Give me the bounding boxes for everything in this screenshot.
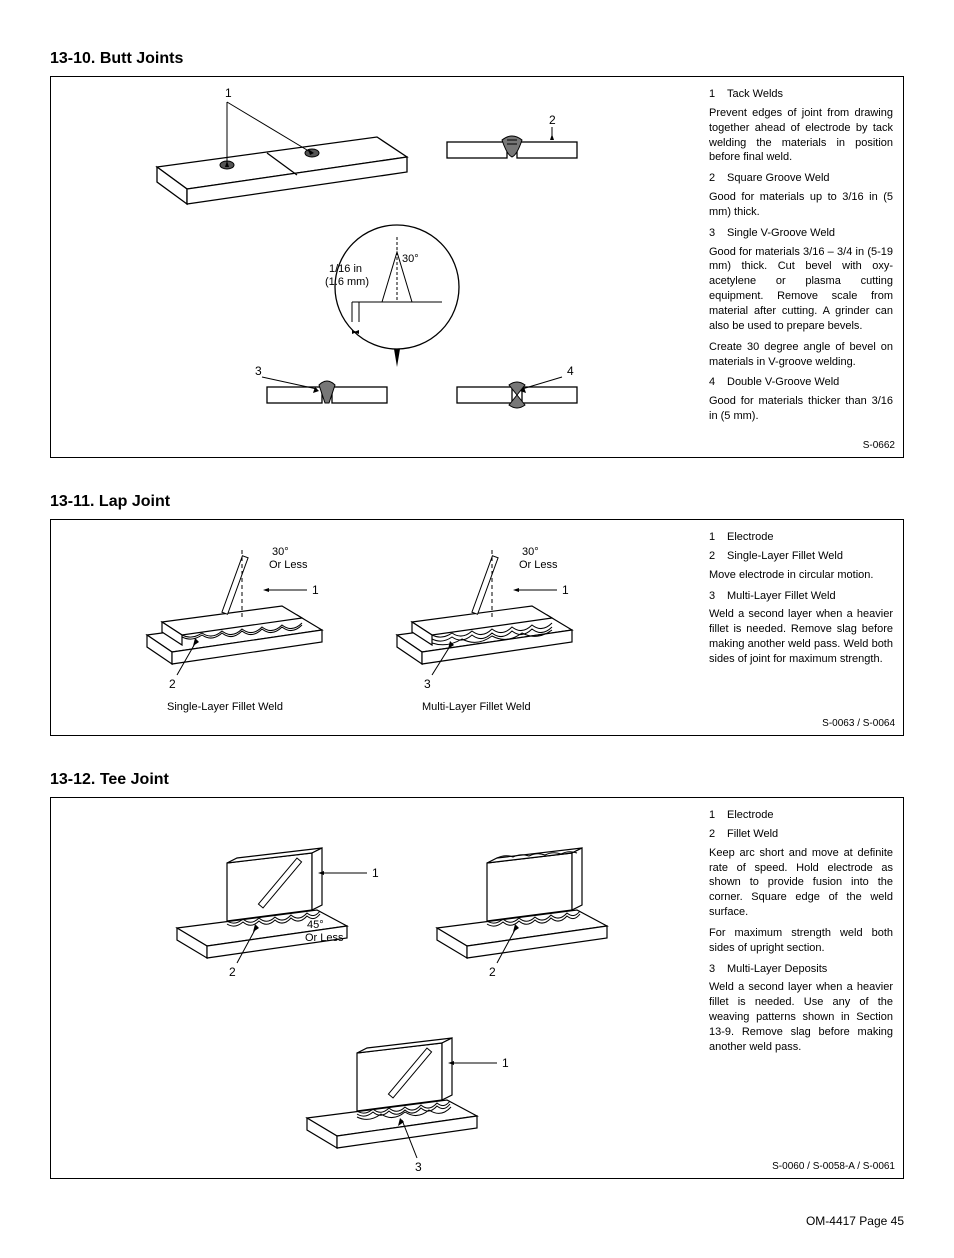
callout-3: 3	[255, 364, 262, 378]
svg-text:1: 1	[372, 866, 379, 880]
section-box: 1 45° Or Less 2 2	[50, 797, 904, 1179]
svg-text:30°: 30°	[272, 546, 289, 558]
angle-label: 30°	[402, 253, 419, 265]
section-title: 13-12. Tee Joint	[50, 771, 904, 789]
svg-text:1: 1	[562, 583, 569, 597]
page-footer: OM-4417 Page 45	[50, 1214, 904, 1228]
ref-code: S-0060 / S-0058-A / S-0061	[772, 1157, 903, 1176]
caption-b: Multi-Layer Fillet Weld	[422, 701, 531, 713]
svg-text:2: 2	[229, 965, 236, 979]
svg-text:3: 3	[424, 677, 431, 691]
section-lap-joint: 13-11. Lap Joint	[50, 493, 904, 736]
section-box: 30° Or Less 1 2 Single-Layer Fillet Weld	[50, 519, 904, 736]
svg-text:3: 3	[415, 1160, 422, 1174]
text-column-tee: 1Electrode 2Fillet Weld Keep arc short a…	[703, 798, 903, 1178]
callout-2: 2	[549, 113, 556, 127]
svg-text:2: 2	[169, 677, 176, 691]
section-butt-joints: 13-10. Butt Joints 1	[50, 50, 904, 458]
section-title: 13-10. Butt Joints	[50, 50, 904, 68]
diagram-butt: 1 2	[51, 77, 703, 457]
ref-code: S-0063 / S-0064	[822, 714, 903, 733]
svg-text:1: 1	[312, 583, 319, 597]
svg-text:Or Less: Or Less	[519, 559, 558, 571]
section-tee-joint: 13-12. Tee Joint	[50, 771, 904, 1179]
gap-label2: (1.6 mm)	[325, 276, 369, 288]
diagram-lap: 30° Or Less 1 2 Single-Layer Fillet Weld	[51, 520, 703, 735]
svg-text:1: 1	[502, 1056, 509, 1070]
section-title: 13-11. Lap Joint	[50, 493, 904, 511]
callout-1: 1	[225, 86, 232, 100]
text-column-butt: 1Tack Welds Prevent edges of joint from …	[703, 77, 903, 457]
section-box: 1 2	[50, 76, 904, 458]
gap-label: 1/16 in	[329, 263, 362, 275]
callout-4: 4	[567, 364, 574, 378]
text-column-lap: 1Electrode 2Single-Layer Fillet Weld Mov…	[703, 520, 903, 735]
svg-text:2: 2	[489, 965, 496, 979]
svg-text:30°: 30°	[522, 546, 539, 558]
svg-text:Or Less: Or Less	[269, 559, 308, 571]
caption-a: Single-Layer Fillet Weld	[167, 701, 283, 713]
ref-code: S-0662	[863, 436, 903, 455]
svg-text:Or Less: Or Less	[305, 932, 344, 944]
svg-text:45°: 45°	[307, 919, 324, 931]
diagram-tee: 1 45° Or Less 2 2	[51, 798, 703, 1178]
